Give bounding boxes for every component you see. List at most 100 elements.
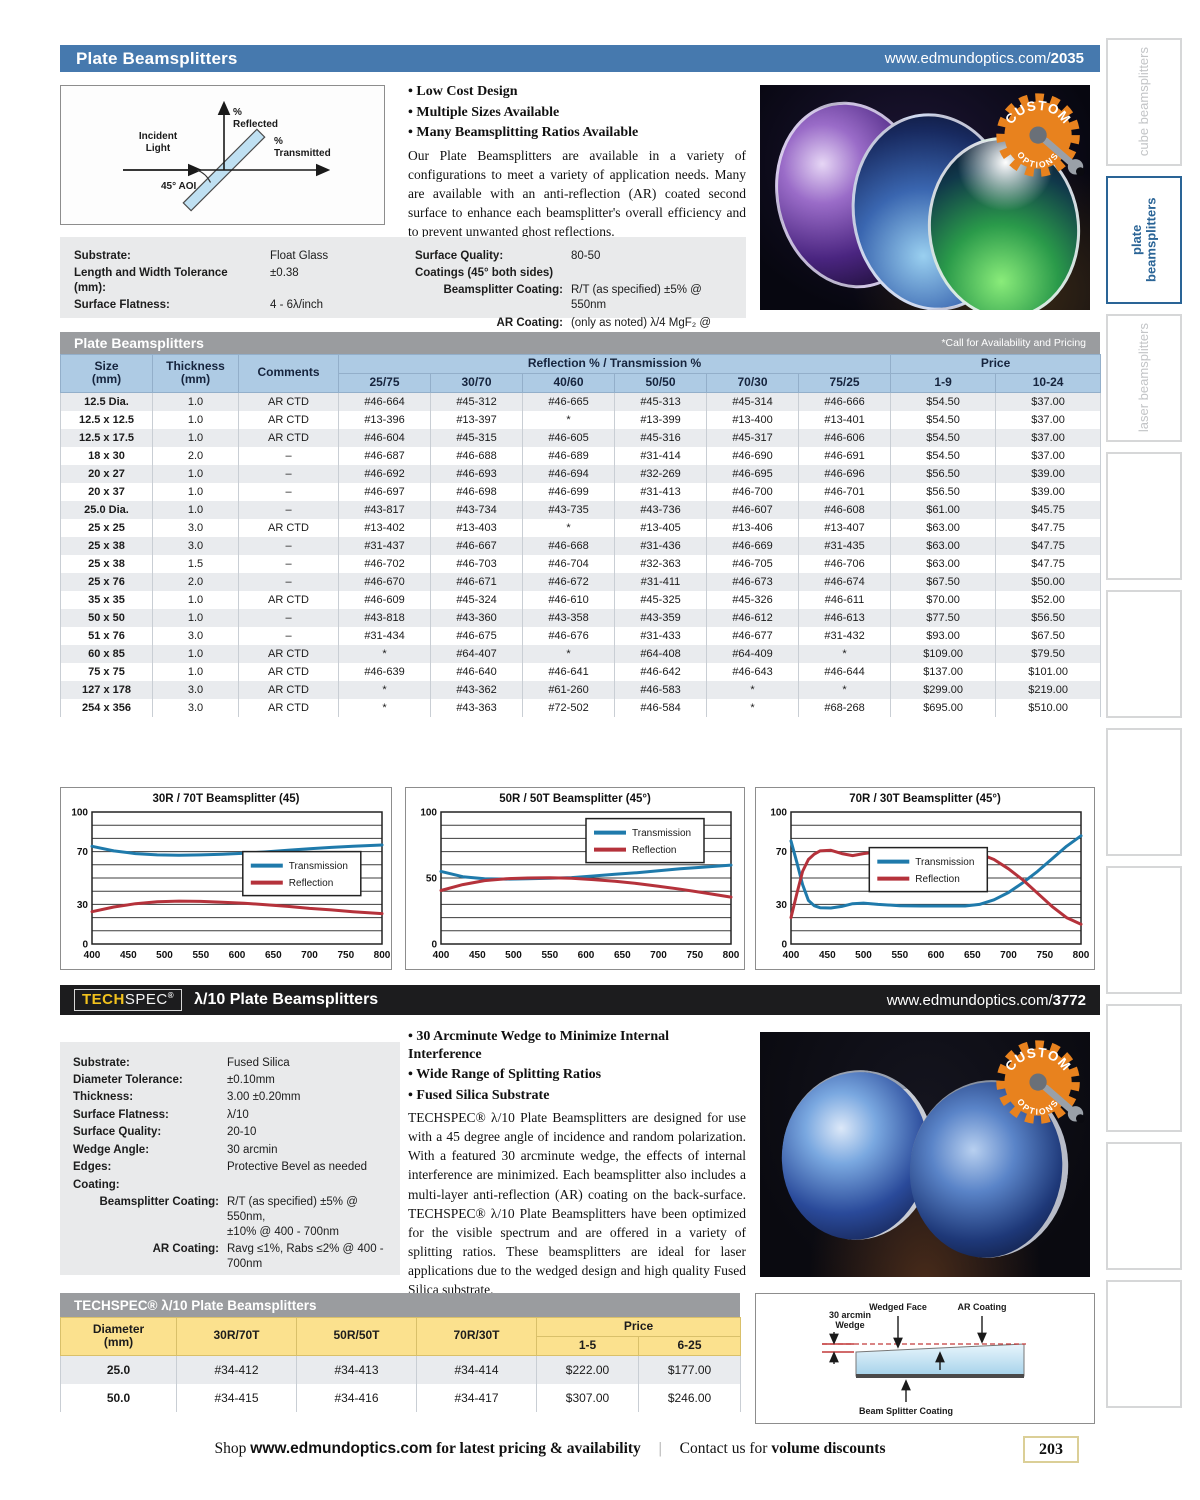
table-row: 25.0 #34-412 #34-413 #34-414 $222.00 $177.00	[60, 1355, 742, 1384]
table-cell: 25 x 76	[60, 572, 153, 591]
table-cell: $37.00	[995, 446, 1102, 465]
table-cell: #45-324	[430, 590, 523, 609]
table-cell: $77.50	[890, 608, 997, 627]
sidebar-tab-plate-beamsplitters[interactable]: plate beamsplitters	[1106, 176, 1182, 304]
svg-text:100: 100	[420, 808, 437, 819]
techspec-table: Diameter (mm) 30R/70T 50R/50T 70R/30T Price 1…	[60, 1317, 742, 1412]
techspec-text-block: 30 Arcminute Wedge to Minimize Internal …	[408, 1028, 746, 1300]
table-cell: #46-704	[522, 554, 615, 573]
table-cell: $101.00	[995, 662, 1102, 681]
table-cell: 1.5	[152, 554, 239, 573]
header-url-link[interactable]: www.edmundoptics.com/2035	[884, 50, 1084, 67]
table-cell: #43-362	[430, 680, 523, 699]
table-row: 18 x 30 2.0– #46-687 #46-688 #46-689 #31-414 #…	[60, 446, 1102, 465]
table-cell: #46-698	[430, 482, 523, 501]
diagram-label: Beam Splitter Coating	[859, 1406, 953, 1416]
spec-value: 30 arcmin	[227, 1143, 278, 1156]
column-header: 1-9	[890, 372, 997, 393]
table-row: 25 x 25 3.0 AR CTD #13-402 #13-403 * #13-405 #1…	[60, 518, 1102, 537]
table-cell: *	[338, 698, 431, 717]
column-header: 25/75	[338, 372, 431, 393]
techspec-title: λ/10 Plate Beamsplitters	[194, 991, 379, 1008]
table-cell: 25.0	[60, 1355, 177, 1384]
table-cell: #13-406	[706, 518, 799, 537]
table-cell: 1.0	[152, 428, 239, 447]
table-row: 254 x 356 3.0 AR CTD * #43-363 #72-502 #46-584…	[60, 698, 1102, 717]
svg-text:Reflection: Reflection	[632, 845, 676, 856]
table-cell: *	[522, 410, 615, 429]
table-cell: #34-414	[416, 1355, 537, 1384]
spec-label: Substrate:	[73, 1056, 130, 1069]
spec-label: Surface Quality:	[414, 249, 504, 262]
diagram-label: AR Coating	[958, 1302, 1007, 1312]
table-cell: $299.00	[890, 680, 997, 699]
table-cell: $37.00	[995, 410, 1102, 429]
sidebar-tab-cube-beamsplitters[interactable]: cube beamsplitters	[1106, 38, 1182, 166]
table-cell: –	[238, 554, 339, 573]
table-cell: #46-699	[522, 482, 615, 501]
table-cell: #46-695	[706, 464, 799, 483]
spec-value: R/T (as specified) ±5% @ 550nm, ±10% @ 4…	[227, 1196, 358, 1238]
page-number: 203	[1023, 1436, 1079, 1463]
table-row: 20 x 27 1.0– #46-692 #46-693 #46-694 #32-269 #…	[60, 464, 1102, 483]
table-cell: #46-668	[522, 536, 615, 555]
table-cell: 1.0	[152, 464, 239, 483]
feature-bullet: Many Beamsplitting Ratios Available	[408, 124, 746, 142]
table-cell: 1.0	[152, 590, 239, 609]
table-cell: #46-691	[797, 446, 892, 465]
table-cell: 3.0	[152, 518, 239, 537]
footer-shop-link[interactable]: www.edmundoptics.com	[250, 1440, 433, 1457]
table-cell: 3.0	[152, 680, 239, 699]
table-cell: #46-694	[522, 464, 615, 483]
table-cell: #72-502	[522, 698, 615, 717]
table-cell: $510.00	[995, 698, 1102, 717]
feature-bullet: Multiple Sizes Available	[408, 104, 746, 122]
svg-text:50: 50	[426, 874, 438, 885]
techspec-url-link[interactable]: www.edmundoptics.com/3772	[886, 991, 1086, 1009]
table-cell: $222.00	[536, 1355, 639, 1384]
table-cell: #34-417	[416, 1383, 537, 1412]
svg-text:400: 400	[783, 950, 800, 961]
column-header: Comments	[238, 354, 339, 393]
table-cell: *	[338, 644, 431, 663]
table-cell: $63.00	[890, 554, 997, 573]
table-cell: #46-605	[522, 428, 615, 447]
table-cell: #45-326	[706, 590, 799, 609]
sidebar-tab-label: plate beamsplitters	[1128, 197, 1158, 283]
column-header: Diameter (mm)	[60, 1317, 177, 1356]
table-cell: #43-359	[614, 608, 707, 627]
sidebar-tab-laser-beamsplitters[interactable]: laser beamsplitters	[1106, 314, 1182, 442]
table-cell: #34-416	[296, 1383, 417, 1412]
table-cell: #46-671	[430, 572, 523, 591]
table-cell: $54.50	[890, 392, 997, 411]
column-header: Reflection % / Transmission %	[337, 354, 892, 374]
table-cell: 3.0	[152, 626, 239, 645]
table-cell: #45-317	[706, 428, 799, 447]
table-cell: 18 x 30	[60, 446, 153, 465]
sidebar-empty-box	[1106, 590, 1182, 718]
table-cell: $52.00	[995, 590, 1102, 609]
column-header: 30/70	[430, 372, 523, 393]
table-row: 12.5 Dia. 1.0 AR CTD #46-664 #45-312 #46-665 #…	[60, 392, 1102, 411]
table-cell: $219.00	[995, 680, 1102, 699]
table-cell: #32-269	[614, 464, 707, 483]
chart-title: 50R / 50T Beamsplitter (45°)	[499, 793, 651, 805]
table-row: 12.5 x 17.5 1.0 AR CTD #46-604 #45-315 #46-60…	[60, 428, 1102, 447]
table-cell: 51 x 76	[60, 626, 153, 645]
table-cell: 2.0	[152, 446, 239, 465]
sidebar-tab-label: laser beamsplitters	[1135, 323, 1151, 433]
diagram-label: Reflected	[233, 119, 278, 130]
spec-value: 80-50	[570, 249, 601, 262]
table-row: 20 x 37 1.0– #46-697 #46-698 #46-699 #31-413 #…	[60, 482, 1102, 501]
table-row: 25.0 Dia. 1.0– #43-817 #43-734 #43-735 #43-73…	[60, 500, 1102, 519]
column-header: 70/30	[706, 372, 799, 393]
table-cell: #31-434	[338, 626, 431, 645]
wedge-diagram: 30 arcmin Wedge Wedged Face AR Coating B…	[755, 1293, 1095, 1424]
table-cell: 12.5 Dia.	[60, 392, 153, 411]
table-cell: #46-692	[338, 464, 431, 483]
table-title-bar: Plate Beamsplitters *Call for Availabili…	[60, 332, 1100, 354]
table-cell: #46-696	[797, 464, 892, 483]
table-cell: #43-735	[522, 500, 615, 519]
diagram-label: Wedged Face	[869, 1302, 927, 1312]
spec-label: Surface Flatness:	[73, 1108, 169, 1121]
